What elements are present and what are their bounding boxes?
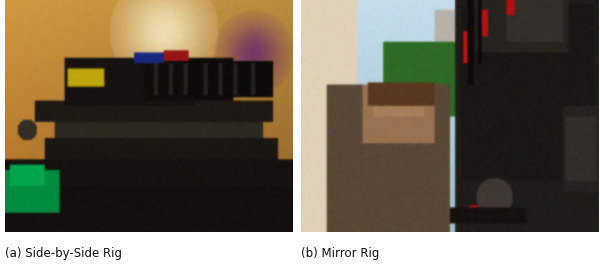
- Text: (b) Mirror Rig: (b) Mirror Rig: [301, 247, 380, 260]
- Text: (a) Side-by-Side Rig: (a) Side-by-Side Rig: [5, 247, 122, 260]
